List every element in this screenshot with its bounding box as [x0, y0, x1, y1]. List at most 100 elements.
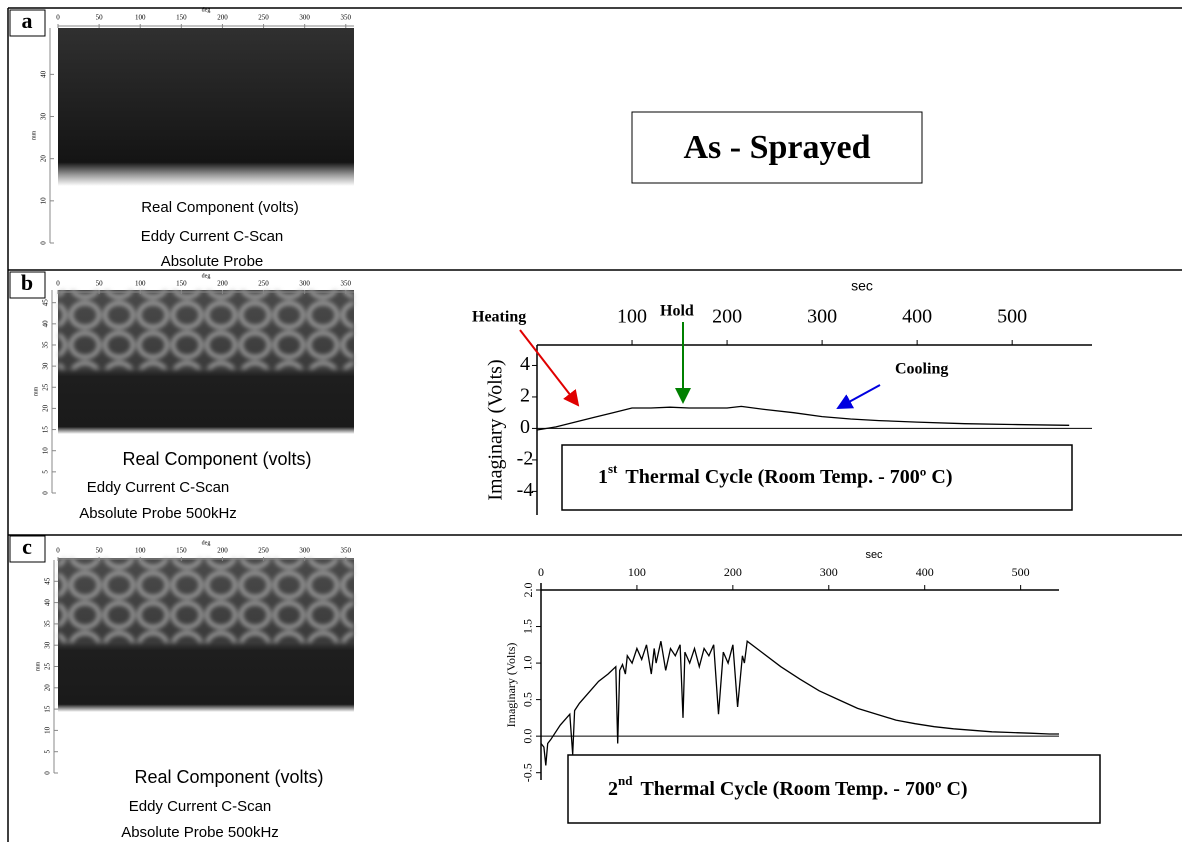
scan-y-tick-label: 15	[42, 426, 50, 434]
scan-y-tick-label: 20	[44, 684, 52, 692]
scan-caption: Absolute Probe 500kHz	[121, 824, 279, 841]
scan-x-tick-label: 200	[217, 547, 228, 555]
scan-x-tick-label: 300	[299, 14, 310, 22]
scan-y-tick-label: 35	[42, 341, 50, 349]
scan-x-tick-label: 250	[258, 547, 269, 555]
scan-caption: Real Component (volts)	[134, 767, 323, 787]
scan-y-tick-label: 35	[44, 620, 52, 628]
caption-text: Thermal Cycle (Room Temp. - 700º C)	[640, 778, 967, 800]
panel-label: b	[21, 270, 33, 295]
y-tick-label: 2	[520, 385, 530, 407]
caption-ordinal: 1	[598, 466, 608, 488]
annotation: Cooling	[895, 361, 948, 378]
scan-x-label: deg	[202, 273, 211, 279]
scan-y-tick-label: 15	[44, 705, 52, 713]
scan-x-tick-label: 150	[176, 14, 187, 22]
panel-label: a	[22, 8, 33, 33]
annotation: Hold	[660, 303, 694, 320]
scan-caption: Eddy Current C-Scan	[87, 479, 230, 496]
c-scan-cells	[58, 290, 354, 370]
scan-y-tick-label: 10	[44, 726, 52, 734]
y-axis-label: Imaginary (Volts)	[485, 359, 507, 500]
y-tick-label: -4	[517, 479, 534, 501]
title-box	[631, 111, 923, 184]
scan-y-tick-label: 10	[40, 197, 48, 205]
scan-caption: Absolute Probe	[161, 253, 264, 270]
scan-y-tick-label: 25	[44, 663, 52, 671]
scan-y-label: mm	[35, 662, 41, 672]
scan-y-tick-label: 5	[44, 749, 52, 753]
y-tick-label: 2.0	[521, 583, 535, 598]
panel-label-box	[9, 535, 46, 563]
scan-x-label: deg	[202, 540, 211, 546]
scan-y-tick-label: 5	[42, 470, 50, 474]
x-tick-label: 500	[1012, 565, 1030, 579]
y-tick-label: -2	[517, 448, 534, 470]
scan-y-tick-label: 30	[42, 362, 50, 370]
scan-y-tick-label: 0	[44, 771, 52, 775]
x-tick-label: 400	[916, 565, 934, 579]
caption-suffix: st	[608, 461, 618, 476]
panel-label: c	[22, 534, 32, 559]
panel-label-box	[9, 271, 46, 299]
annotation-arrow	[519, 329, 580, 407]
x-tick-label: 300	[820, 565, 838, 579]
data-line	[536, 405, 1070, 431]
y-axis-label: Imaginary (Volts)	[504, 643, 518, 728]
scan-y-tick-label: 30	[40, 113, 48, 121]
x-tick-label: 0	[538, 565, 544, 579]
scan-y-tick-label: 10	[42, 447, 50, 455]
scan-caption: Absolute Probe 500kHz	[79, 505, 237, 522]
x-tick-label: 100	[628, 565, 646, 579]
scan-y-tick-label: 40	[42, 320, 50, 328]
x-tick-label: 200	[724, 565, 742, 579]
y-tick-label: 0.5	[521, 692, 535, 707]
scan-x-tick-label: 300	[299, 547, 310, 555]
scan-x-tick-label: 300	[299, 280, 310, 288]
scan-y-tick-label: 45	[44, 577, 52, 585]
caption: 2nd Thermal Cycle (Room Temp. - 700º C)	[608, 773, 968, 800]
scan-x-tick-label: 350	[341, 14, 352, 22]
data-line	[540, 640, 1059, 766]
y-tick-label: 0.0	[521, 729, 535, 744]
caption-ordinal: 2	[608, 778, 618, 800]
scan-x-tick-label: 100	[135, 14, 146, 22]
x-tick-label: 100	[617, 306, 647, 328]
scan-x-tick-label: 200	[217, 14, 228, 22]
caption-box	[567, 754, 1101, 824]
x-tick-label: 300	[807, 306, 837, 328]
scan-caption: Eddy Current C-Scan	[129, 798, 272, 815]
scan-y-tick-label: 40	[40, 70, 48, 78]
scan-x-tick-label: 0	[56, 547, 60, 555]
scan-y-label: mm	[33, 387, 39, 397]
scan-x-tick-label: 100	[135, 547, 146, 555]
scan-caption: Real Component (volts)	[122, 449, 311, 469]
x-tick-label: 500	[997, 306, 1027, 328]
scan-x-tick-label: 150	[176, 547, 187, 555]
scan-x-tick-label: 350	[341, 280, 352, 288]
scan-x-tick-label: 50	[96, 280, 104, 288]
c-scan-cells	[58, 558, 354, 643]
c-scan-image	[58, 28, 354, 186]
scan-caption: Eddy Current C-Scan	[141, 228, 284, 245]
x-tick-label: 400	[902, 306, 932, 328]
caption-suffix: nd	[618, 773, 633, 788]
y-tick-label: 1.5	[521, 619, 535, 634]
x-axis-label: sec	[865, 549, 883, 561]
scan-y-tick-label: 45	[42, 299, 50, 307]
scan-x-tick-label: 50	[96, 14, 104, 22]
scan-y-tick-label: 20	[42, 404, 50, 412]
scan-x-tick-label: 250	[258, 14, 269, 22]
scan-x-label: deg	[202, 7, 211, 13]
scan-x-tick-label: 350	[341, 547, 352, 555]
scan-y-tick-label: 25	[42, 383, 50, 391]
caption-box	[561, 444, 1073, 511]
scan-y-label: mm	[31, 131, 37, 141]
scan-y-tick-label: 0	[40, 241, 48, 245]
scan-y-tick-label: 30	[44, 641, 52, 649]
annotation: Heating	[472, 309, 526, 326]
scan-y-tick-label: 0	[42, 491, 50, 495]
y-tick-label: 0	[520, 416, 530, 438]
